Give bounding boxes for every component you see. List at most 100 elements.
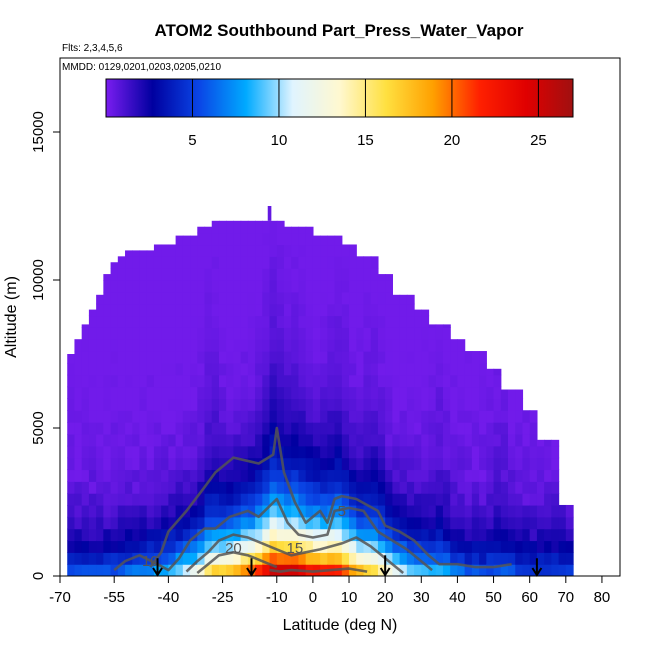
- heatmap-cell: [262, 232, 271, 246]
- heatmap-cell: [291, 410, 300, 423]
- heatmap-cell: [305, 481, 314, 494]
- heatmap-cell: [233, 315, 242, 328]
- heatmap-cell: [218, 528, 227, 542]
- heatmap-cell: [515, 564, 524, 576]
- heatmap-cell: [341, 457, 350, 471]
- heatmap-cell: [486, 386, 495, 399]
- heatmap-cell: [247, 528, 256, 542]
- heatmap-cell: [284, 433, 292, 447]
- heatmap-cell: [255, 374, 263, 388]
- heatmap-cell: [385, 516, 393, 530]
- heatmap-cell: [399, 339, 408, 352]
- heatmap-cell: [197, 422, 206, 435]
- heatmap-cell: [479, 493, 487, 506]
- heatmap-cell: [363, 422, 372, 435]
- heatmap-cell: [312, 315, 321, 328]
- heatmap-cell: [522, 528, 531, 542]
- heatmap-cell: [96, 528, 104, 542]
- heatmap-cell: [175, 351, 184, 364]
- heatmap-cell: [197, 374, 206, 388]
- heatmap-cell: [349, 351, 357, 364]
- heatmap-cell: [117, 256, 126, 269]
- heatmap-cell: [262, 315, 271, 328]
- heatmap-cell: [190, 315, 198, 328]
- heatmap-cell: [247, 493, 256, 506]
- heatmap-cell: [240, 516, 249, 530]
- heatmap-cell: [298, 232, 307, 246]
- heatmap-cell: [110, 303, 119, 317]
- heatmap-cell: [370, 469, 379, 482]
- heatmap-cell: [406, 386, 415, 399]
- heatmap-cell: [508, 564, 516, 576]
- heatmap-cell: [421, 362, 430, 376]
- heatmap-cell: [284, 481, 292, 494]
- heatmap-cell: [103, 433, 112, 447]
- heatmap-cell: [204, 226, 213, 234]
- heatmap-cell: [442, 433, 451, 447]
- heatmap-cell: [442, 339, 451, 352]
- heatmap-cell: [74, 493, 83, 506]
- heatmap-cell: [74, 481, 83, 494]
- heatmap-cell: [81, 374, 90, 388]
- heatmap-cell: [269, 398, 278, 411]
- heatmap-cell: [486, 493, 495, 506]
- heatmap-cell: [146, 516, 155, 530]
- heatmap-cell: [399, 374, 408, 388]
- heatmap-cell: [88, 362, 97, 376]
- heatmap-cell: [435, 351, 444, 364]
- heatmap-cell: [175, 410, 184, 423]
- heatmap-cell: [262, 351, 271, 364]
- heatmap-cell: [471, 528, 480, 542]
- heatmap-cell: [190, 256, 198, 269]
- heatmap-cell: [240, 481, 249, 494]
- heatmap-cell: [508, 504, 516, 518]
- heatmap-cell: [117, 433, 126, 447]
- heatmap-cell: [240, 493, 249, 506]
- contour-line-20-4: [269, 567, 368, 573]
- heatmap-cell: [226, 410, 235, 423]
- heatmap-cell: [508, 410, 516, 423]
- heatmap-cell: [471, 552, 480, 565]
- heatmap-cell: [132, 504, 141, 518]
- heatmap-cell: [211, 445, 220, 459]
- y-tick-label: 0: [30, 572, 47, 580]
- heatmap-cell: [81, 433, 90, 447]
- heatmap-cell: [305, 244, 314, 257]
- heatmap-cell: [450, 433, 459, 447]
- heatmap-cell: [88, 327, 97, 340]
- heatmap-cell: [255, 516, 263, 530]
- heatmap-cell: [125, 339, 133, 352]
- heatmap-cell: [334, 256, 343, 269]
- heatmap-cell: [508, 422, 516, 435]
- heatmap-cell: [96, 540, 104, 553]
- heatmap-cell: [406, 493, 415, 506]
- heatmap-cell: [182, 291, 191, 305]
- heatmap-cell: [544, 469, 552, 482]
- heatmap-cell: [255, 481, 263, 494]
- heatmap-cell: [284, 552, 292, 565]
- heatmap-cell: [269, 362, 278, 376]
- heatmap-cell: [428, 528, 437, 542]
- heatmap-cell: [161, 351, 169, 364]
- heatmap-cell: [276, 327, 285, 340]
- heatmap-cell: [479, 445, 487, 459]
- heatmap-cell: [182, 422, 191, 435]
- heatmap-cell: [190, 540, 198, 553]
- heatmap-cell: [240, 445, 249, 459]
- heatmap-cell: [399, 315, 408, 328]
- heatmap-cell: [312, 339, 321, 352]
- heatmap-cell: [255, 540, 263, 553]
- heatmap-cell: [204, 410, 213, 423]
- heatmap-cell: [226, 516, 235, 530]
- heatmap-cell: [247, 516, 256, 530]
- heatmap-cell: [190, 327, 198, 340]
- heatmap-cell: [334, 528, 343, 542]
- heatmap-cell: [117, 398, 126, 411]
- heatmap-cell: [356, 374, 365, 388]
- heatmap-cell: [197, 327, 206, 340]
- heatmap-cell: [479, 469, 487, 482]
- heatmap-cell: [529, 528, 538, 542]
- heatmap-cell: [211, 327, 220, 340]
- heatmap-cell: [132, 315, 141, 328]
